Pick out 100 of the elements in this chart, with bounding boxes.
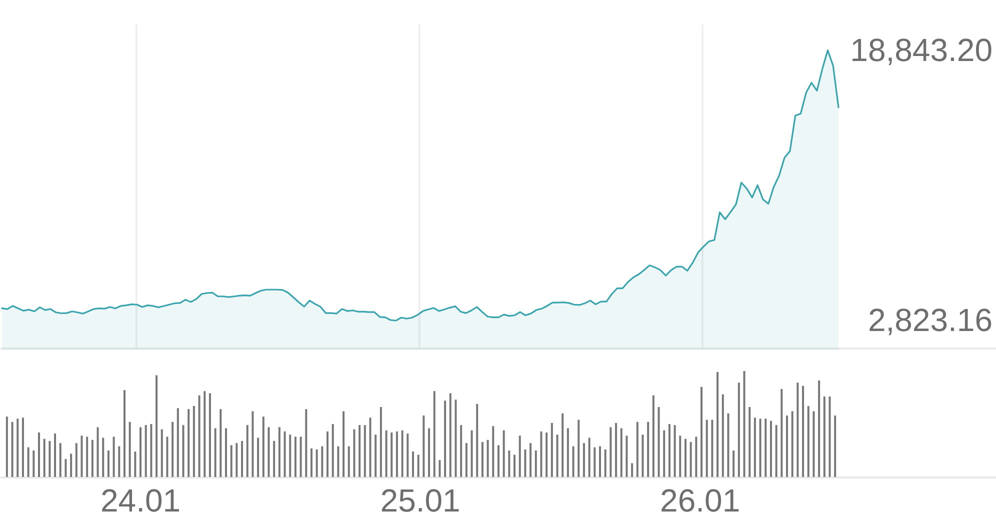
bar	[738, 382, 740, 477]
bar	[380, 407, 382, 477]
bar	[476, 404, 478, 477]
bar	[502, 430, 505, 477]
bar	[791, 411, 794, 477]
bar	[492, 426, 494, 477]
bar	[588, 438, 590, 477]
bar	[48, 440, 51, 477]
bar	[604, 449, 606, 477]
bar	[198, 395, 200, 477]
bar	[107, 450, 110, 477]
bar	[716, 372, 719, 477]
bar	[123, 390, 126, 477]
bar	[732, 450, 735, 477]
bar	[460, 425, 462, 477]
bar	[27, 447, 30, 477]
bar	[823, 396, 826, 477]
bar	[556, 434, 558, 477]
bar	[86, 436, 88, 477]
bar	[444, 400, 446, 477]
bar	[342, 411, 345, 477]
bar	[486, 440, 489, 477]
bar	[610, 427, 612, 477]
bar	[534, 450, 537, 477]
bar	[252, 411, 254, 477]
bar	[160, 429, 163, 477]
bar	[706, 420, 708, 477]
bar	[321, 446, 324, 477]
bar	[172, 422, 174, 477]
bar	[188, 409, 190, 477]
bar	[364, 425, 366, 477]
bar	[748, 407, 751, 477]
bar	[514, 454, 516, 477]
bar	[711, 420, 714, 477]
bar	[796, 382, 799, 477]
bar	[316, 449, 318, 477]
bar	[134, 452, 136, 477]
bar	[294, 436, 296, 477]
bar	[807, 406, 810, 477]
bar	[562, 413, 564, 477]
bar	[32, 450, 35, 477]
bar	[75, 443, 78, 477]
bar	[530, 443, 532, 477]
bar	[241, 440, 244, 477]
bar	[754, 418, 756, 477]
bar	[679, 436, 682, 477]
bar	[220, 409, 222, 477]
bar	[300, 436, 302, 477]
bar	[358, 425, 361, 477]
bar	[764, 418, 767, 477]
bar	[615, 422, 618, 477]
y-tick-label: 18,843.20	[850, 32, 992, 68]
bar	[582, 443, 585, 477]
bar	[438, 460, 441, 477]
bar	[284, 431, 286, 477]
bar	[433, 391, 436, 477]
bar	[118, 446, 120, 477]
bar	[64, 458, 67, 477]
bar	[38, 432, 40, 477]
bar	[176, 408, 179, 477]
bar	[508, 450, 510, 477]
bar	[828, 396, 831, 477]
x-tick-label: 25.01	[380, 482, 460, 518]
bar	[780, 389, 783, 477]
bar	[412, 452, 414, 477]
bar	[647, 422, 650, 477]
bar	[289, 434, 292, 477]
bar	[140, 427, 142, 477]
x-tick-label: 26.01	[660, 482, 740, 518]
bar	[428, 428, 430, 477]
bar	[812, 411, 815, 477]
bar	[770, 420, 772, 477]
bar	[465, 443, 468, 477]
bar	[546, 432, 548, 477]
bar	[642, 434, 644, 477]
bar	[16, 418, 19, 477]
bar	[626, 436, 628, 477]
bar	[690, 442, 692, 477]
bar	[454, 400, 457, 477]
bar	[144, 425, 147, 477]
bar	[599, 446, 601, 477]
bar	[695, 436, 698, 477]
bar	[353, 429, 356, 477]
bar	[257, 438, 260, 477]
x-tick-label: 24.01	[100, 482, 181, 518]
bar	[204, 391, 206, 477]
bar	[700, 386, 703, 477]
bar	[310, 448, 312, 477]
y-tick-label: 2,823.16	[868, 302, 992, 338]
bar	[273, 440, 276, 477]
bar	[663, 430, 666, 477]
bar	[684, 438, 686, 477]
bar	[305, 409, 308, 477]
bar	[150, 424, 152, 477]
bar	[59, 443, 62, 477]
bar	[658, 407, 660, 477]
bar	[636, 422, 638, 477]
bar	[566, 428, 569, 477]
bar	[470, 430, 473, 477]
bar	[775, 425, 778, 477]
